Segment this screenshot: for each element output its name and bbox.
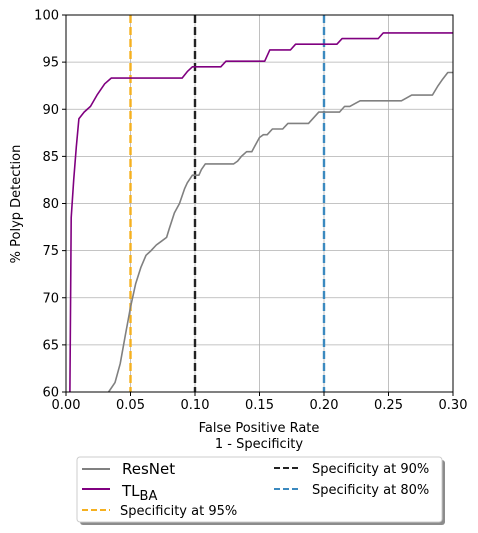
x-axis-title-line2: 1 - Specificity <box>215 437 304 452</box>
y-tick-label: 85 <box>42 150 59 165</box>
x-tick-label: 0.05 <box>116 398 145 413</box>
axis-ticks: 0.00 0.05 0.10 0.15 0.20 0.25 0.30 60 65 70 75 80 85… <box>34 9 467 414</box>
x-tick-label: 0.30 <box>439 398 468 413</box>
legend-label-resnet: ResNet <box>122 460 175 478</box>
grid <box>65 14 454 393</box>
y-tick-label: 65 <box>42 338 59 353</box>
legend-label-spec90: Specificity at 90% <box>312 462 429 477</box>
y-tick-label: 60 <box>42 386 59 401</box>
x-tick-label: 0.00 <box>52 398 81 413</box>
y-tick-label: 80 <box>42 197 59 212</box>
y-axis-title: % Polyp Detection <box>9 145 24 264</box>
legend-label-tlba-subscript: BA <box>140 489 158 504</box>
x-axis-title-line1: False Positive Rate <box>199 421 320 436</box>
legend-label-tlba-main: TL <box>121 482 140 500</box>
legend-item-spec95: Specificity at 95% <box>82 504 237 519</box>
legend-item-tlba: TLBA <box>82 482 157 504</box>
x-tick-label: 0.15 <box>245 398 274 413</box>
y-tick-label: 100 <box>34 9 59 24</box>
legend-item-spec90: Specificity at 90% <box>274 462 429 477</box>
legend-box <box>76 456 443 523</box>
y-tick-label: 90 <box>42 103 59 118</box>
y-tick-label: 95 <box>42 56 59 71</box>
series-line-tl <box>69 32 453 393</box>
legend: ResNet TLBA Specificity at 95% Specifici… <box>76 456 445 525</box>
y-tick-label: 70 <box>42 291 59 306</box>
legend-label-spec80: Specificity at 80% <box>312 483 429 498</box>
x-tick-label: 0.10 <box>181 398 210 413</box>
series-lines <box>69 32 453 393</box>
legend-label-tlba: TLBA <box>121 482 157 504</box>
x-tick-label: 0.25 <box>374 398 403 413</box>
series-line-resnet <box>107 71 453 393</box>
legend-item-spec80: Specificity at 80% <box>274 483 429 498</box>
x-tick-label: 0.20 <box>310 398 339 413</box>
y-tick-label: 75 <box>42 244 59 259</box>
legend-item-resnet: ResNet <box>82 460 175 478</box>
legend-label-spec95: Specificity at 95% <box>120 504 237 519</box>
